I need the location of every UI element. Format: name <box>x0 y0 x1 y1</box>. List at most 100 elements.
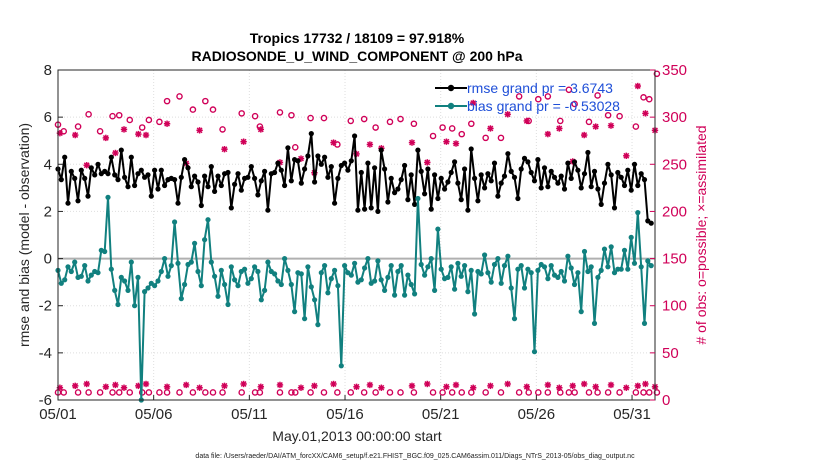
rmse-data-point <box>158 167 164 173</box>
obs-assimilated-point <box>83 162 90 169</box>
rmse-data-point <box>378 147 384 153</box>
rmse-data-point <box>641 177 648 183</box>
rmse-data-point <box>551 174 558 180</box>
bias-data-point <box>122 278 128 284</box>
obs-assimilated-point <box>634 382 641 390</box>
rmse-data-point <box>402 162 408 169</box>
obs-assimilated-point <box>221 382 228 390</box>
bias-data-point <box>338 363 344 369</box>
bias-data-point <box>598 267 604 273</box>
bias-data-point <box>145 285 151 291</box>
bias-data-point <box>591 320 598 326</box>
obs-possible-point <box>534 389 542 396</box>
obs-possible-point <box>410 120 418 128</box>
obs-possible-point <box>604 389 612 396</box>
obs-possible-point <box>653 70 661 78</box>
x-tick-label: 05/06 <box>135 406 173 423</box>
rmse-data-point <box>418 168 424 174</box>
obs-assimilated-point <box>581 131 588 139</box>
obs-assimilated-point <box>240 380 247 388</box>
obs-assimilated-point <box>642 110 649 117</box>
obs-possible-point <box>482 134 489 142</box>
obs-possible-point <box>515 93 523 100</box>
y-tick-label: 2 <box>44 203 52 220</box>
bias-data-point <box>378 277 384 283</box>
rmse-data-point <box>105 171 111 177</box>
bias-data-point <box>95 270 101 276</box>
bias-data-point <box>531 349 538 355</box>
obs-possible-point <box>115 111 123 119</box>
rmse-data-point <box>618 174 624 180</box>
rmse-data-point <box>588 184 594 190</box>
obs-assimilated-point <box>276 381 284 389</box>
obs-possible-point <box>632 123 640 130</box>
obs-assimilated-point <box>330 380 337 388</box>
obs-assimilated-point <box>163 120 171 127</box>
bias-data-point <box>405 272 411 278</box>
obs-assimilated-point <box>196 127 203 134</box>
obs-possible-point <box>138 124 146 131</box>
rmse-data-point <box>631 161 638 167</box>
bias-data-point <box>108 266 114 272</box>
y2-axis-label: # of obs: o=possible; ×=assimilated <box>693 125 709 344</box>
bias-data-point <box>128 259 134 265</box>
rmse-data-point <box>475 198 481 204</box>
bias-data-point <box>462 263 468 269</box>
rmse-data-point <box>255 192 261 198</box>
bias-data-point <box>352 260 358 266</box>
bias-data-point <box>372 278 378 284</box>
bias-data-point <box>222 281 228 288</box>
bias-data-point <box>392 292 398 298</box>
rmse-data-point <box>302 166 308 172</box>
obs-assimilated-point <box>487 125 494 132</box>
rmse-data-point <box>458 197 464 203</box>
obs-assimilated-point <box>487 382 494 390</box>
rmse-data-point <box>198 202 204 209</box>
rmse-data-point <box>152 167 158 173</box>
bias-data-point <box>448 264 454 270</box>
obs-possible-point <box>74 123 82 130</box>
obs-assimilated-point <box>183 381 190 389</box>
bias-data-point <box>472 311 478 317</box>
bias-data-point <box>152 283 158 289</box>
bias-data-point <box>285 267 291 273</box>
x-axis-ticks: 05/01 05/06 05/11 05/16 05/21 05/26 05/31 <box>39 395 651 423</box>
rmse-data-point <box>238 187 244 193</box>
obs-possible-point <box>439 389 446 396</box>
rmse-data-point <box>138 167 144 173</box>
obs-possible-point <box>291 389 299 396</box>
rmse-data-point <box>435 195 441 202</box>
obs-possible-point <box>497 134 505 142</box>
bias-data-point <box>478 271 484 277</box>
obs-possible-point <box>209 389 217 396</box>
bias-data-point <box>501 263 508 269</box>
rmse-data-point <box>468 146 474 152</box>
bias-data-point <box>245 280 251 286</box>
rmse-data-point <box>518 166 524 172</box>
obs-possible-point <box>571 389 578 396</box>
bias-data-point <box>62 277 68 283</box>
rmse-data-point <box>215 173 221 179</box>
bias-data-point <box>608 244 614 250</box>
rmse-data-point <box>182 157 188 163</box>
obs-assimilated-point <box>112 149 119 157</box>
rmse-data-point <box>508 168 514 174</box>
rmse-data-point <box>328 164 334 170</box>
bias-data-point <box>85 278 91 284</box>
rmse-data-point <box>125 184 131 190</box>
bias-data-point <box>332 267 338 273</box>
rmse-data-point <box>148 193 154 199</box>
rmse-data-point <box>405 197 411 203</box>
obs-possible-point <box>219 389 226 396</box>
bias-data-point <box>175 260 181 266</box>
bias-data-point <box>415 195 421 202</box>
bias-data-point <box>335 283 341 289</box>
rmse-data-point <box>648 220 654 226</box>
rmse-data-point <box>342 160 348 166</box>
rmse-data-point <box>362 206 368 212</box>
bias-data-point <box>388 263 394 269</box>
rmse-data-point <box>608 172 614 178</box>
bias-data-point <box>288 281 294 288</box>
rmse-data-point <box>175 200 181 206</box>
obs-assimilated-point <box>642 380 649 388</box>
